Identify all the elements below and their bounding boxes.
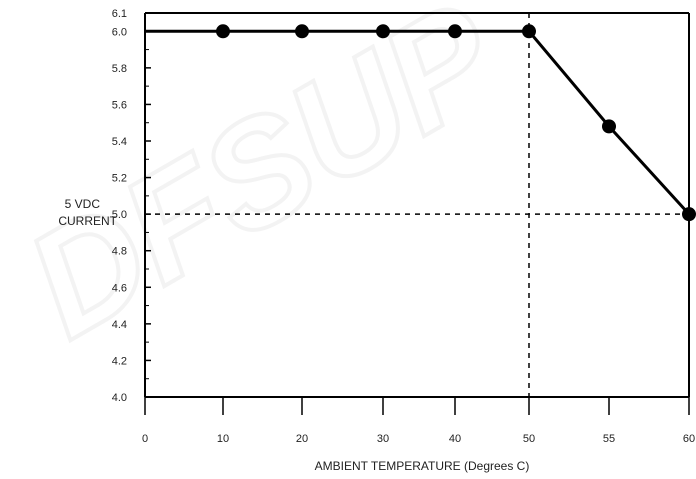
y-tick-label: 4.6 <box>112 282 127 294</box>
data-series <box>145 24 696 222</box>
y-tick-label: 4.8 <box>112 246 127 258</box>
data-point <box>448 24 462 39</box>
y-tick-label: 6.1 <box>112 8 127 20</box>
y-tick-label: 5.2 <box>112 173 127 185</box>
data-point <box>216 24 230 39</box>
y-axis-label-line-1: 5 VDC <box>65 197 101 211</box>
y-axis-label-line-2: CURRENT <box>58 214 117 228</box>
data-point <box>522 24 536 39</box>
y-tick-label: 4.0 <box>112 392 127 404</box>
x-tick-label: 55 <box>603 433 615 445</box>
data-point <box>295 24 309 39</box>
y-axis-ticks: 4.0 4.2 4.4 4.6 4.8 5.0 5.2 5.4 5.6 5.8 6.0 6.1 <box>112 8 151 404</box>
data-point <box>682 207 696 222</box>
reference-lines <box>145 13 689 397</box>
y-tick-label: 6.0 <box>112 26 127 38</box>
y-tick-label: 4.2 <box>112 355 127 367</box>
series-line <box>145 29 691 216</box>
y-tick-label: 5.8 <box>112 63 127 75</box>
x-tick-label: 20 <box>296 433 308 445</box>
watermark-text: DFSUP <box>0 0 527 371</box>
x-axis-label: AMBIENT TEMPERATURE (Degrees C) <box>315 459 530 473</box>
plot-frame <box>144 12 690 398</box>
x-tick-label: 0 <box>142 433 148 445</box>
y-tick-label: 5.4 <box>112 136 127 148</box>
data-point <box>602 119 616 134</box>
y-tick-label: 5.0 <box>112 209 127 221</box>
x-axis-ticks: 0 10 20 30 40 50 55 60 <box>142 397 695 445</box>
x-tick-label: 60 <box>683 433 695 445</box>
y-tick-label: 5.6 <box>112 99 127 111</box>
y-tick-label: 4.4 <box>112 319 127 331</box>
x-tick-label: 10 <box>217 433 229 445</box>
data-point <box>376 24 390 39</box>
x-tick-label: 30 <box>377 433 389 445</box>
x-tick-label: 50 <box>523 433 535 445</box>
x-tick-label: 40 <box>449 433 461 445</box>
